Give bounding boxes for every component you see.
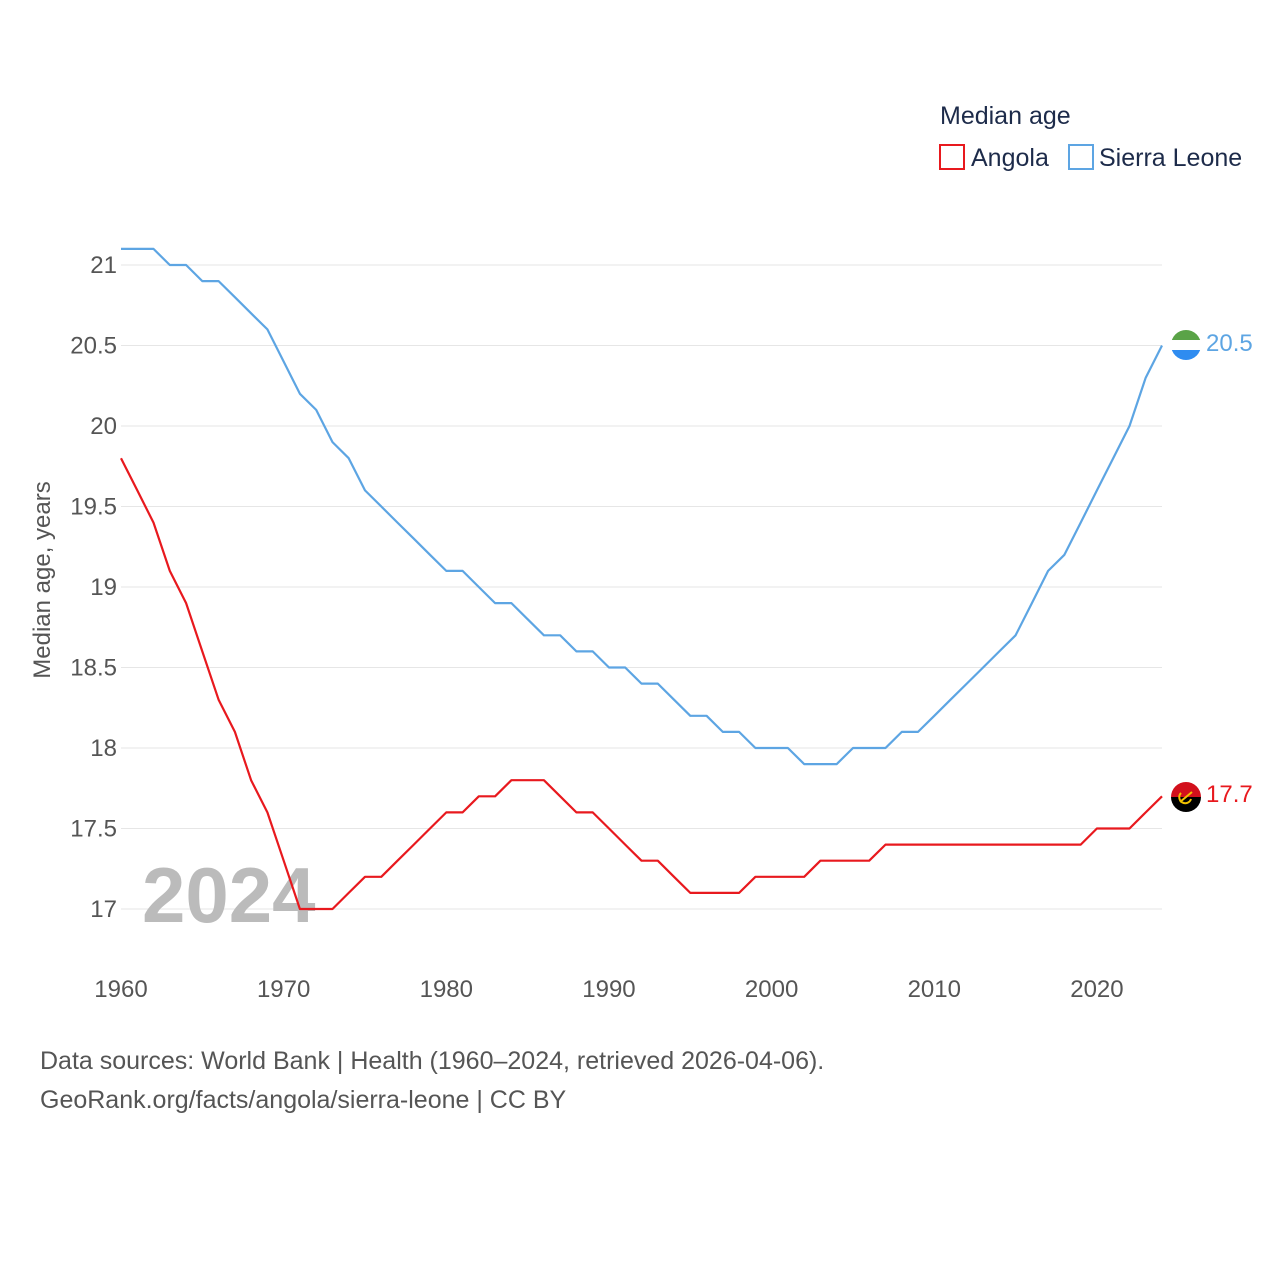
series-line-sierra-leone[interactable]: [121, 247, 1163, 766]
end-label-angola: 17.7: [1206, 781, 1253, 808]
source-line-1: Data sources: World Bank | Health (1960–…: [40, 1047, 824, 1075]
y-axis-ticks: 17 17.5 18 18.5 19 19.5 20 20.5 21: [70, 252, 117, 923]
gridlines: [121, 264, 1162, 910]
source-line-2[interactable]: GeoRank.org/facts/angola/sierra-leone | …: [40, 1086, 567, 1114]
y-tick-label: 19.5: [70, 494, 117, 521]
y-tick-label: 17.5: [70, 816, 117, 843]
y-tick-label: 20.5: [70, 333, 117, 360]
legend-label-sierra-leone[interactable]: Sierra Leone: [1099, 144, 1242, 172]
legend-title: Median age: [940, 102, 1071, 130]
y-tick-label: 18.5: [70, 655, 117, 682]
sierra-leone-flag-icon: [1171, 330, 1201, 360]
legend: Median age Angola Sierra Leone: [939, 102, 1242, 172]
y-axis-label: Median age, years: [29, 481, 56, 678]
x-axis-ticks: 1960 1970 1980 1990 2000 2010 2020: [94, 976, 1123, 1003]
end-label-sierra-leone: 20.5: [1206, 330, 1253, 357]
y-tick-label: 21: [90, 252, 117, 279]
legend-label-angola[interactable]: Angola: [971, 144, 1049, 172]
x-tick-label: 1970: [257, 976, 310, 1003]
x-tick-label: 2010: [908, 976, 961, 1003]
y-tick-label: 17: [90, 896, 117, 923]
y-tick-label: 20: [90, 413, 117, 440]
x-tick-label: 1990: [582, 976, 635, 1003]
x-tick-label: 2000: [745, 976, 798, 1003]
x-tick-label: 1960: [94, 976, 147, 1003]
year-annotation: 2024: [142, 851, 316, 939]
series-lines: [120, 247, 1163, 911]
y-tick-label: 19: [90, 574, 117, 601]
series-line-angola[interactable]: [120, 457, 1163, 911]
angola-flag-icon: [1171, 782, 1201, 812]
x-tick-label: 2020: [1070, 976, 1123, 1003]
x-tick-label: 1980: [420, 976, 473, 1003]
legend-swatch-sierra-leone[interactable]: [1068, 144, 1094, 170]
y-tick-label: 18: [90, 735, 117, 762]
legend-swatch-angola[interactable]: [939, 144, 965, 170]
